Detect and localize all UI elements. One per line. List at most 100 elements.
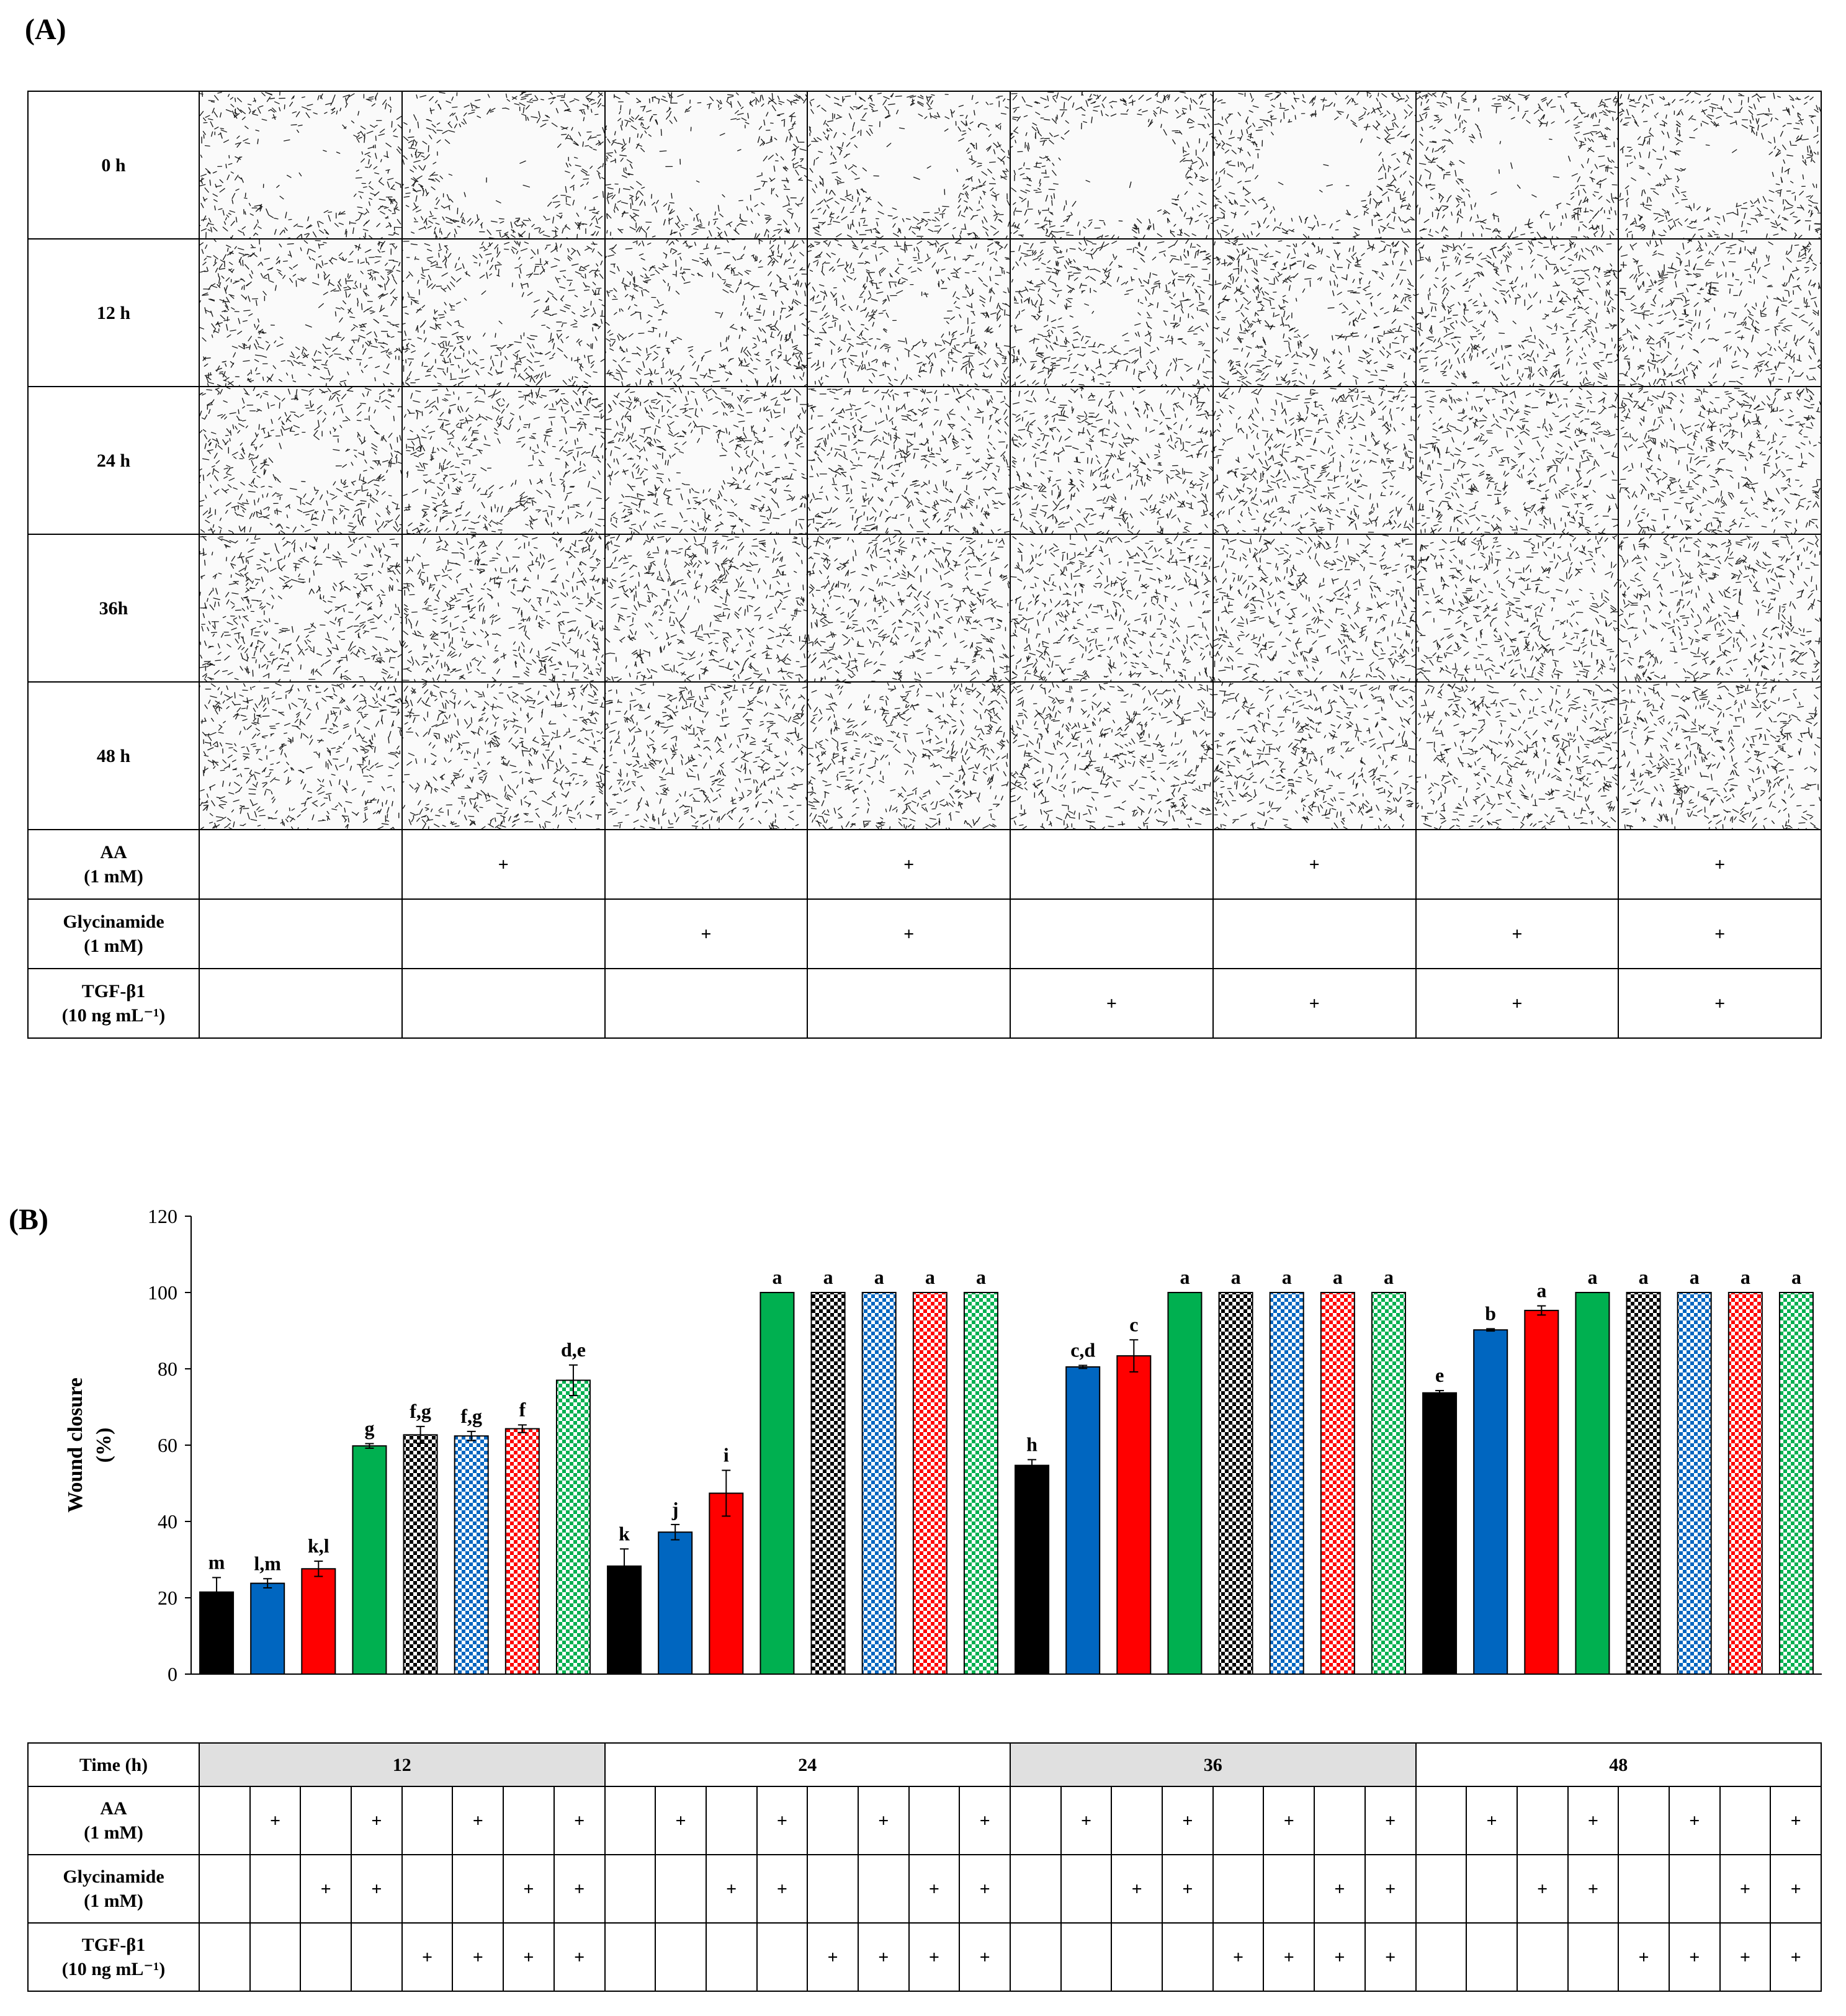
- y-tick-label: 80: [158, 1358, 177, 1380]
- wound-micrograph: [1619, 387, 1821, 534]
- treatment-mark: +: [1263, 1786, 1315, 1855]
- significance-letter: k: [619, 1522, 630, 1544]
- treatment-mark: +: [807, 829, 1011, 900]
- treatment-mark: +: [401, 1922, 454, 1992]
- micrograph-cell: [807, 91, 1011, 240]
- bar: [250, 1582, 285, 1675]
- bar: [1371, 1292, 1406, 1675]
- significance-letter: b: [1485, 1302, 1496, 1324]
- treatment-mark: [1263, 1854, 1315, 1924]
- treatment-mark: +: [807, 898, 1011, 969]
- treatment-mark: [1516, 1786, 1569, 1855]
- treatment-mark: +: [1618, 898, 1822, 969]
- treatment-mark: +: [908, 1854, 961, 1924]
- significance-letter: k,l: [308, 1534, 329, 1557]
- treatment-mark: [199, 829, 403, 900]
- significance-letter: a: [1690, 1266, 1700, 1288]
- treatment-mark: +: [1567, 1786, 1620, 1855]
- significance-letter: a: [1282, 1266, 1292, 1288]
- treatment-mark: [1415, 1922, 1467, 1992]
- time-point-label: 36h: [27, 534, 200, 683]
- treatment-mark: +: [705, 1854, 758, 1924]
- micrograph-cell: [1010, 91, 1214, 240]
- condition-row: AA (1 mM) + + + + + + + + + + + + + + + +: [27, 1786, 1822, 1855]
- micrograph-cell: [401, 238, 606, 387]
- condition-concentration: (10 ng mL⁻¹): [61, 1959, 166, 1979]
- treatment-mark: +: [1111, 1854, 1163, 1924]
- treatment-mark: [1212, 1786, 1265, 1855]
- wound-micrograph: [1011, 683, 1212, 829]
- condition-name: Glycinamide: [63, 1866, 164, 1887]
- y-tick-label: 0: [168, 1663, 177, 1685]
- treatment-mark: [857, 1854, 910, 1924]
- bar: [658, 1531, 693, 1675]
- treatment-mark: [1668, 1854, 1721, 1924]
- treatment-mark: [807, 968, 1011, 1039]
- treatment-mark: +: [908, 1922, 961, 1992]
- bar: [454, 1435, 489, 1675]
- wound-micrograph: [200, 240, 401, 386]
- condition-name: TGF-β1: [81, 981, 146, 1001]
- micrograph-row: 48 h: [27, 681, 1822, 830]
- y-tick-label: 20: [158, 1587, 177, 1609]
- condition-label: TGF-β1 (10 ng mL⁻¹): [27, 1922, 200, 1992]
- treatment-mark: +: [1162, 1786, 1214, 1855]
- significance-letter: a: [1231, 1266, 1241, 1288]
- treatment-mark: +: [1010, 968, 1214, 1039]
- micrograph-cell: [604, 386, 809, 535]
- treatment-mark: [452, 1854, 504, 1924]
- micrograph-cell: [1415, 91, 1620, 240]
- condition-row: TGF-β1 (10 ng mL⁻¹) + + + + + + + + + + + + + + + +: [27, 1922, 1822, 1992]
- condition-name: AA: [100, 842, 127, 862]
- y-tick-label: 60: [158, 1434, 177, 1456]
- wound-micrograph: [808, 683, 1010, 829]
- time-group-header: 12: [199, 1742, 606, 1787]
- treatment-mark: +: [857, 1786, 910, 1855]
- treatment-mark: [655, 1922, 707, 1992]
- micrograph-cell: [604, 238, 809, 387]
- micrograph-cell: [1010, 238, 1214, 387]
- bar: [1167, 1292, 1203, 1675]
- bar: [352, 1445, 387, 1675]
- treatment-mark: [1212, 898, 1417, 969]
- treatment-mark: [705, 1786, 758, 1855]
- condition-name: Glycinamide: [63, 912, 164, 932]
- wound-micrograph: [1011, 387, 1212, 534]
- significance-letter: j: [671, 1498, 679, 1520]
- condition-row: AA (1 mM) + + + +: [27, 829, 1822, 900]
- error-bar: [1129, 1339, 1139, 1373]
- treatment-mark: +: [351, 1786, 403, 1855]
- treatment-mark: [604, 968, 809, 1039]
- significance-letter: l,m: [254, 1552, 281, 1574]
- treatment-mark: +: [553, 1922, 606, 1992]
- time-group-header: 48: [1415, 1742, 1822, 1787]
- bar: [861, 1292, 897, 1675]
- wound-micrograph: [1619, 683, 1821, 829]
- treatment-mark: [401, 898, 606, 969]
- treatment-mark: +: [1466, 1786, 1518, 1855]
- bar: [1320, 1292, 1355, 1675]
- treatment-mark: [249, 1854, 302, 1924]
- bar: [555, 1379, 591, 1675]
- error-bar: [212, 1577, 222, 1608]
- treatment-mark: +: [1364, 1786, 1417, 1855]
- panel-b-condition-table: Time (h) 12 24 36 48 AA (1 mM) + + + + + + + + + + + + + + + +…: [27, 1742, 1822, 1992]
- wound-micrograph: [605, 387, 807, 534]
- wound-micrograph: [1619, 92, 1821, 238]
- condition-label: Glycinamide (1 mM): [27, 1854, 200, 1924]
- treatment-mark: [1567, 1922, 1620, 1992]
- micrograph-cell: [199, 386, 403, 535]
- time-point-label: 0 h: [27, 91, 200, 240]
- wound-micrograph: [1416, 535, 1618, 681]
- micrograph-cell: [199, 238, 403, 387]
- treatment-mark: +: [1212, 829, 1417, 900]
- micrograph-cell: [1212, 534, 1417, 683]
- micrograph-cell: [1618, 681, 1822, 830]
- significance-letter: i: [724, 1444, 729, 1466]
- significance-letter: a: [823, 1266, 833, 1288]
- treatment-mark: [1415, 829, 1620, 900]
- micrograph-cell: [807, 534, 1011, 683]
- micrograph-cell: [1618, 91, 1822, 240]
- treatment-mark: [1415, 1854, 1467, 1924]
- treatment-mark: [1111, 1922, 1163, 1992]
